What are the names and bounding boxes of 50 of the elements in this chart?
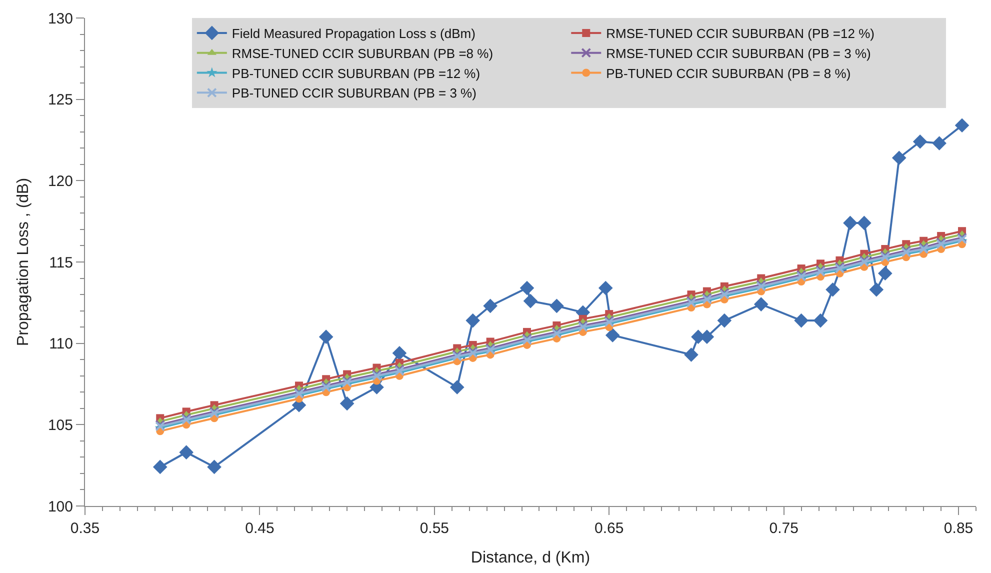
legend-label: PB-TUNED CCIR SUBURBAN (PB = 3 %) — [232, 86, 476, 101]
x-tick-label: 0.75 — [769, 520, 798, 537]
point — [605, 328, 620, 342]
point — [523, 294, 538, 308]
point — [826, 282, 840, 297]
point — [954, 118, 970, 133]
legend-label: RMSE-TUNED CCIR SUBURBAN (PB = 3 %) — [606, 46, 871, 61]
point — [466, 313, 480, 328]
point — [340, 396, 354, 411]
point — [892, 150, 906, 166]
x-tick-label: 0.65 — [594, 520, 624, 537]
point — [754, 297, 768, 312]
y-tick-label: 115 — [49, 254, 73, 272]
x-tick-label: 0.55 — [420, 520, 450, 537]
point — [550, 298, 564, 314]
point — [912, 134, 928, 149]
point — [717, 313, 732, 328]
legend-label: RMSE-TUNED CCIR SUBURBAN (PB =12 %) — [606, 26, 874, 42]
point — [932, 136, 946, 150]
y-tick-label: 105 — [48, 416, 73, 434]
x-tick-label: 0.85 — [944, 520, 974, 537]
point — [207, 460, 222, 474]
legend-label: RMSE-TUNED CCIR SUBURBAN (PB =8 %) — [232, 46, 494, 61]
point — [598, 280, 613, 296]
x-axis-title: Distance, d (Km) — [470, 550, 590, 567]
point — [843, 216, 858, 230]
y-tick-label: 125 — [48, 92, 73, 109]
point — [483, 298, 498, 314]
legend-label: PB-TUNED CCIR SUBURBAN (PB =12 %) — [232, 66, 480, 81]
point — [869, 282, 884, 297]
point — [857, 216, 872, 230]
x-tick-label: 0.35 — [70, 520, 100, 537]
point — [318, 330, 334, 344]
point — [813, 313, 828, 328]
y-tick-label: 100 — [48, 498, 73, 516]
point — [520, 280, 534, 296]
point — [179, 445, 194, 460]
point — [794, 313, 808, 328]
y-tick-label: 130 — [48, 10, 73, 28]
point — [684, 348, 698, 362]
y-axis-title: Propagation Loss , (dB) — [14, 178, 32, 346]
point — [152, 460, 168, 474]
x-tick-label: 0.45 — [245, 520, 274, 537]
point — [450, 380, 464, 394]
legend-label: PB-TUNED CCIR SUBURBAN (PB = 8 %) — [606, 66, 851, 81]
point — [392, 346, 407, 360]
y-tick-label: 120 — [48, 172, 73, 190]
point — [878, 266, 892, 281]
legend-label: Field Measured Propagation Loss s (dBm) — [232, 26, 476, 42]
y-tick-label: 110 — [49, 336, 73, 353]
